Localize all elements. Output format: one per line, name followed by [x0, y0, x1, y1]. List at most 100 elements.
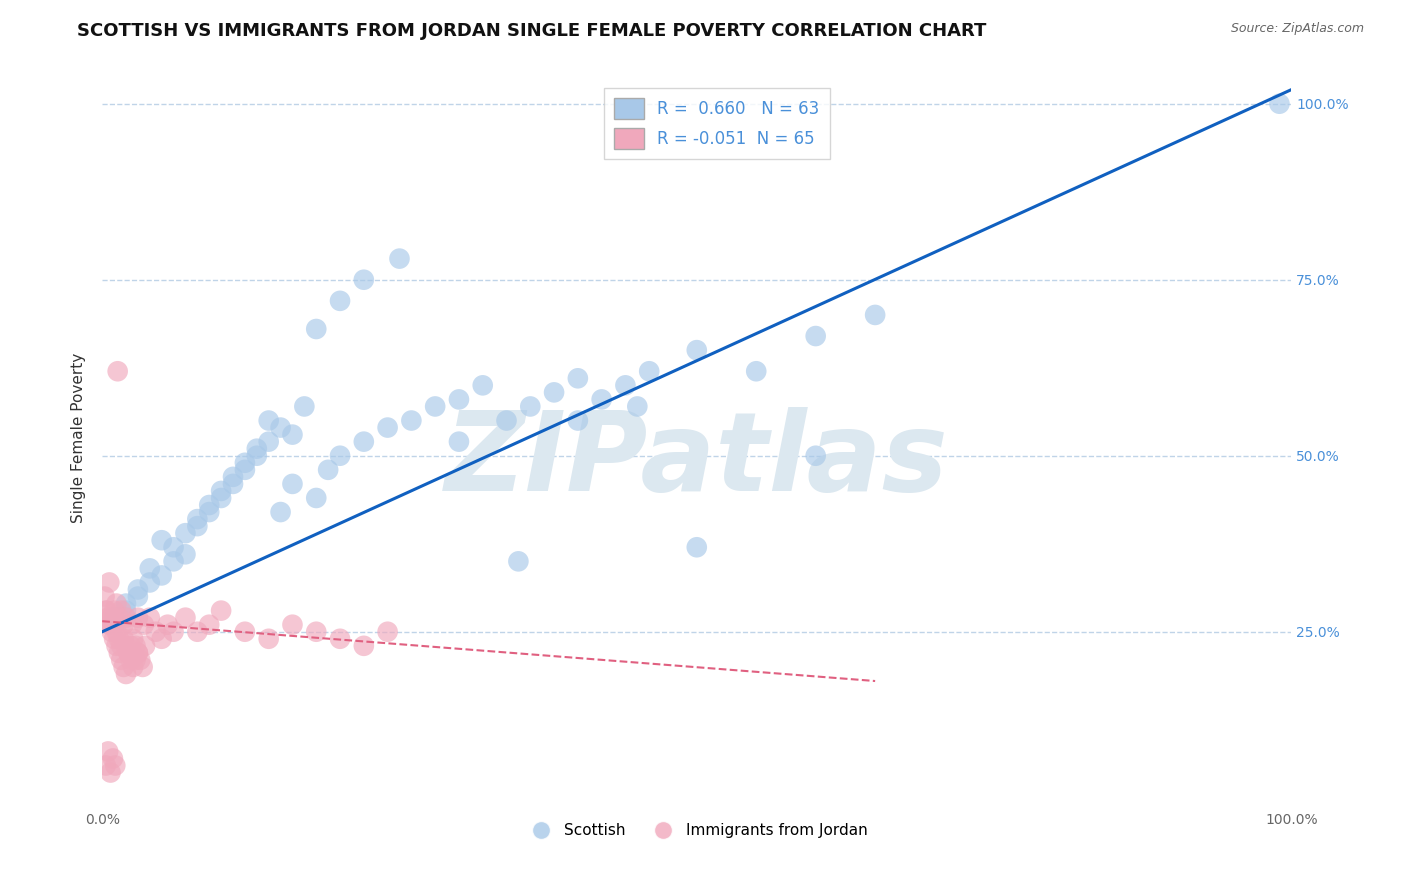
Point [132, 617, 155, 632]
Point [270, 505, 292, 519]
Text: SCOTTISH VS IMMIGRANTS FROM JORDAN SINGLE FEMALE POVERTY CORRELATION CHART: SCOTTISH VS IMMIGRANTS FROM JORDAN SINGL… [77, 22, 987, 40]
Point [281, 617, 304, 632]
Point [101, 751, 124, 765]
Point [112, 632, 135, 646]
Point [150, 568, 173, 582]
Point [112, 617, 135, 632]
Point [447, 434, 470, 449]
Point [495, 413, 517, 427]
Point [804, 329, 827, 343]
Point [567, 371, 589, 385]
Point [110, 653, 132, 667]
Point [745, 364, 768, 378]
Point [614, 378, 637, 392]
Point [257, 434, 280, 449]
Point [97, 610, 120, 624]
Point [1268, 96, 1291, 111]
Point [122, 660, 145, 674]
Point [127, 610, 149, 624]
Point [120, 639, 142, 653]
Point [543, 385, 565, 400]
Point [638, 364, 661, 378]
Point [103, 610, 125, 624]
Point [162, 541, 184, 555]
Point [105, 639, 128, 653]
Point [257, 413, 280, 427]
Point [162, 554, 184, 568]
Point [94, 758, 117, 772]
Point [105, 597, 128, 611]
Y-axis label: Single Female Poverty: Single Female Poverty [72, 353, 86, 524]
Point [186, 519, 208, 533]
Point [93, 590, 115, 604]
Point [209, 604, 232, 618]
Point [174, 547, 197, 561]
Point [329, 449, 352, 463]
Point [103, 632, 125, 646]
Point [107, 364, 129, 378]
Point [103, 604, 125, 618]
Point [471, 378, 494, 392]
Point [388, 252, 411, 266]
Point [122, 632, 145, 646]
Point [186, 624, 208, 639]
Point [100, 624, 122, 639]
Point [174, 526, 197, 541]
Point [804, 449, 827, 463]
Point [115, 610, 138, 624]
Point [129, 653, 152, 667]
Point [105, 624, 128, 639]
Point [305, 322, 328, 336]
Point [222, 470, 245, 484]
Point [270, 420, 292, 434]
Point [124, 639, 146, 653]
Point [329, 293, 352, 308]
Point [150, 632, 173, 646]
Point [115, 639, 138, 653]
Point [139, 610, 162, 624]
Point [139, 575, 162, 590]
Point [108, 610, 131, 624]
Point [198, 498, 221, 512]
Point [97, 744, 120, 758]
Text: ZIPatlas: ZIPatlas [444, 407, 949, 514]
Point [246, 442, 269, 456]
Point [686, 541, 709, 555]
Point [162, 624, 184, 639]
Point [117, 646, 139, 660]
Point [112, 660, 135, 674]
Point [131, 660, 153, 674]
Point [120, 653, 142, 667]
Point [156, 617, 179, 632]
Point [626, 400, 648, 414]
Point [127, 582, 149, 597]
Point [305, 491, 328, 505]
Point [209, 483, 232, 498]
Point [100, 617, 122, 632]
Point [150, 533, 173, 548]
Point [134, 639, 156, 653]
Point [98, 617, 121, 632]
Point [124, 653, 146, 667]
Point [108, 646, 131, 660]
Point [110, 639, 132, 653]
Point [353, 639, 375, 653]
Point [98, 575, 121, 590]
Point [233, 456, 256, 470]
Point [115, 667, 138, 681]
Point [145, 624, 167, 639]
Point [377, 624, 399, 639]
Point [96, 604, 118, 618]
Point [100, 765, 122, 780]
Point [209, 491, 232, 505]
Point [281, 476, 304, 491]
Point [104, 758, 127, 772]
Point [508, 554, 530, 568]
Point [103, 617, 125, 632]
Point [686, 343, 709, 358]
Point [316, 463, 339, 477]
Point [108, 632, 131, 646]
Point [281, 427, 304, 442]
Point [198, 617, 221, 632]
Point [198, 505, 221, 519]
